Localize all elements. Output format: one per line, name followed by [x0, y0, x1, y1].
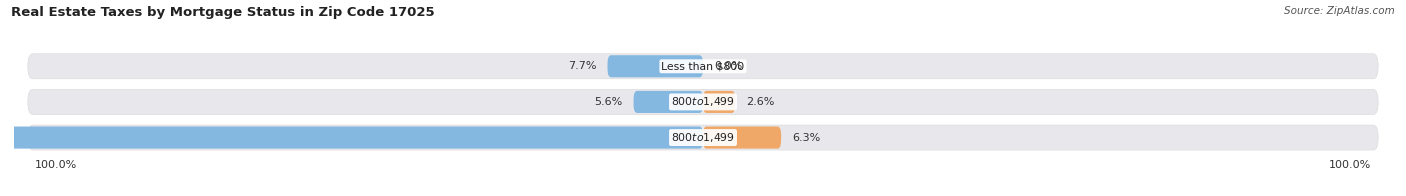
FancyBboxPatch shape — [703, 126, 782, 149]
FancyBboxPatch shape — [607, 55, 703, 77]
Text: 2.6%: 2.6% — [747, 97, 775, 107]
FancyBboxPatch shape — [634, 91, 703, 113]
FancyBboxPatch shape — [703, 91, 735, 113]
FancyBboxPatch shape — [0, 126, 703, 149]
Text: 100.0%: 100.0% — [1329, 160, 1371, 170]
Text: 6.3%: 6.3% — [792, 132, 820, 142]
Text: $800 to $1,499: $800 to $1,499 — [671, 131, 735, 144]
Text: Less than $800: Less than $800 — [661, 61, 745, 71]
Text: 7.7%: 7.7% — [568, 61, 596, 71]
FancyBboxPatch shape — [28, 89, 1378, 114]
FancyBboxPatch shape — [28, 54, 1378, 79]
Text: Source: ZipAtlas.com: Source: ZipAtlas.com — [1284, 6, 1395, 16]
Text: 5.6%: 5.6% — [595, 97, 623, 107]
FancyBboxPatch shape — [28, 125, 1378, 150]
Text: 100.0%: 100.0% — [35, 160, 77, 170]
Text: $800 to $1,499: $800 to $1,499 — [671, 95, 735, 108]
Text: Real Estate Taxes by Mortgage Status in Zip Code 17025: Real Estate Taxes by Mortgage Status in … — [11, 6, 434, 19]
Legend: Without Mortgage, With Mortgage: Without Mortgage, With Mortgage — [586, 192, 820, 196]
Text: 0.0%: 0.0% — [714, 61, 742, 71]
